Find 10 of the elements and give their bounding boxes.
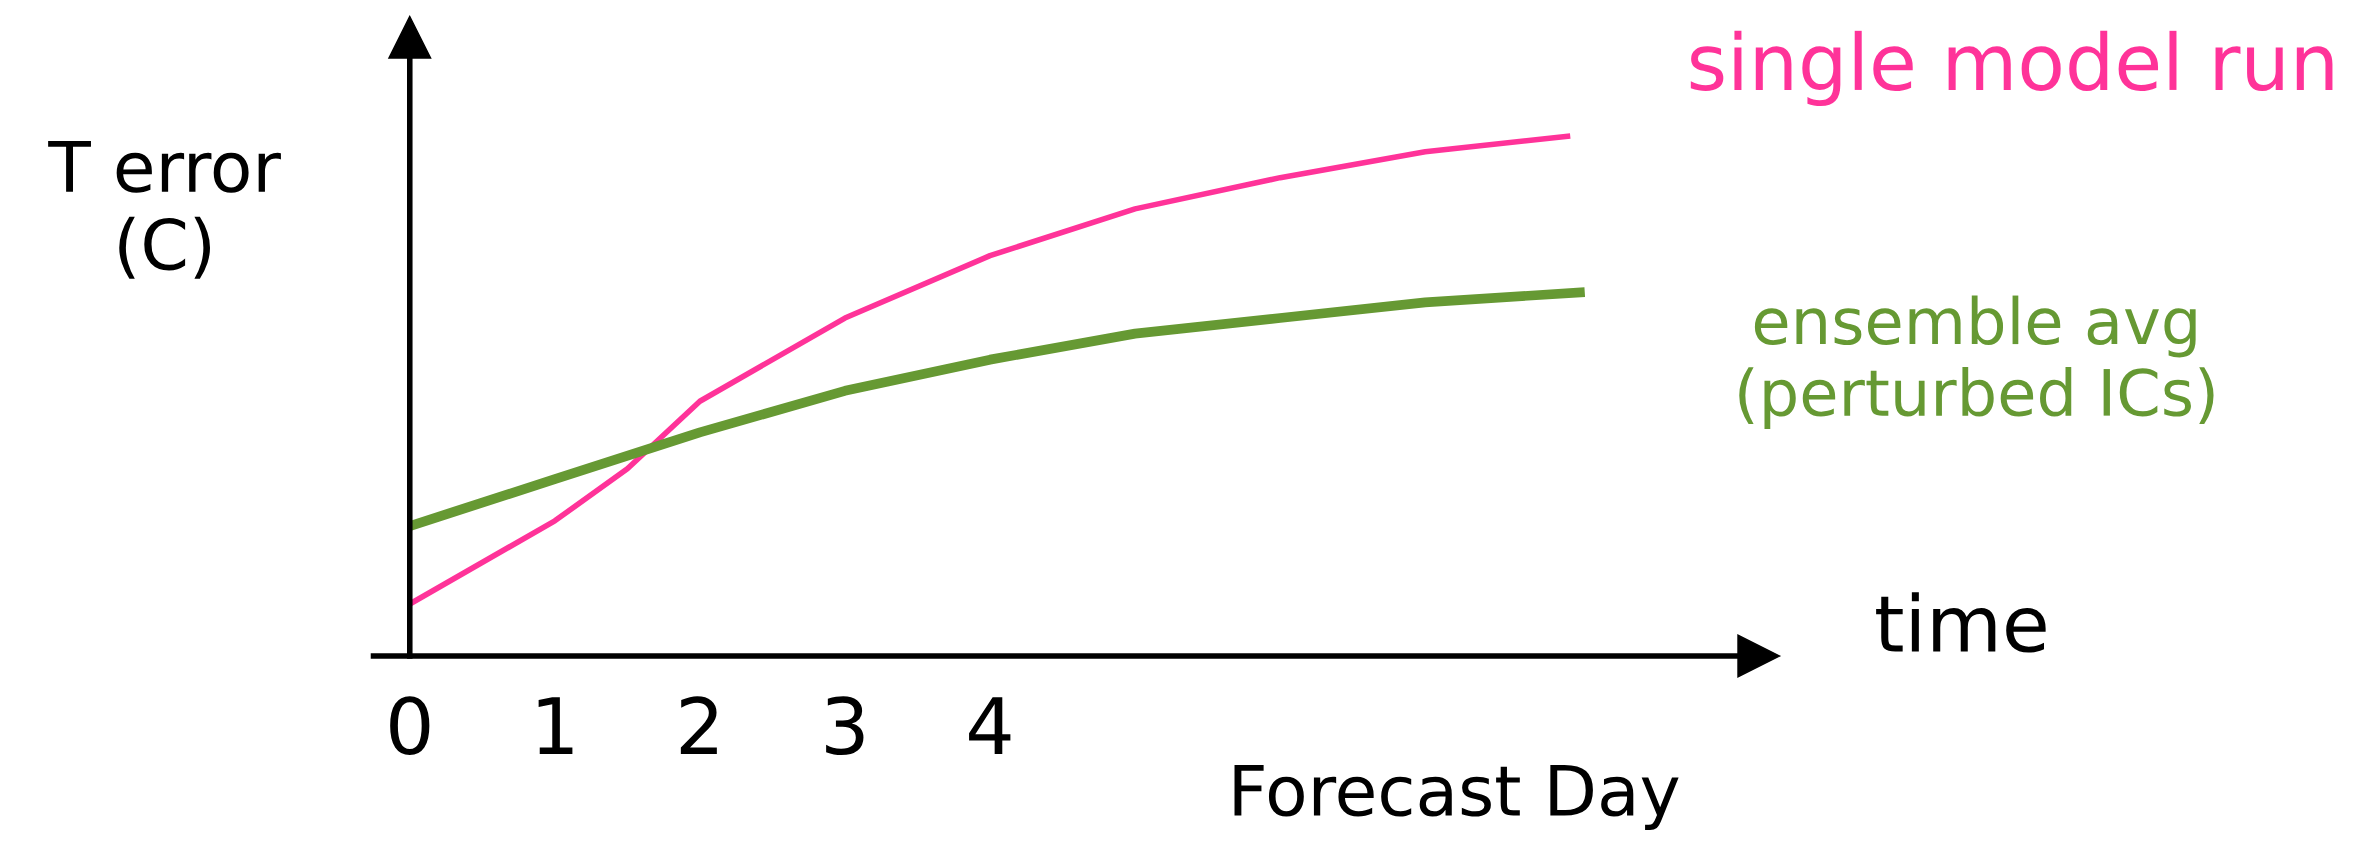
text: ensemble avg (perturbed ICs): [1739, 295, 2214, 429]
y-axis-title: T error (C): [48, 141, 281, 279]
x-tick-label: 3: [826, 696, 864, 756]
x-tick-label: 0: [390, 696, 430, 756]
x-tick-label: 2: [680, 696, 717, 754]
x-axis-title: Forecast Day: [1234, 764, 1679, 830]
x-tick-label: 1: [538, 697, 573, 754]
text: time: [1876, 592, 2046, 653]
x-tick-label: 4: [969, 697, 1011, 754]
series-label: single model run: [1690, 30, 2333, 107]
